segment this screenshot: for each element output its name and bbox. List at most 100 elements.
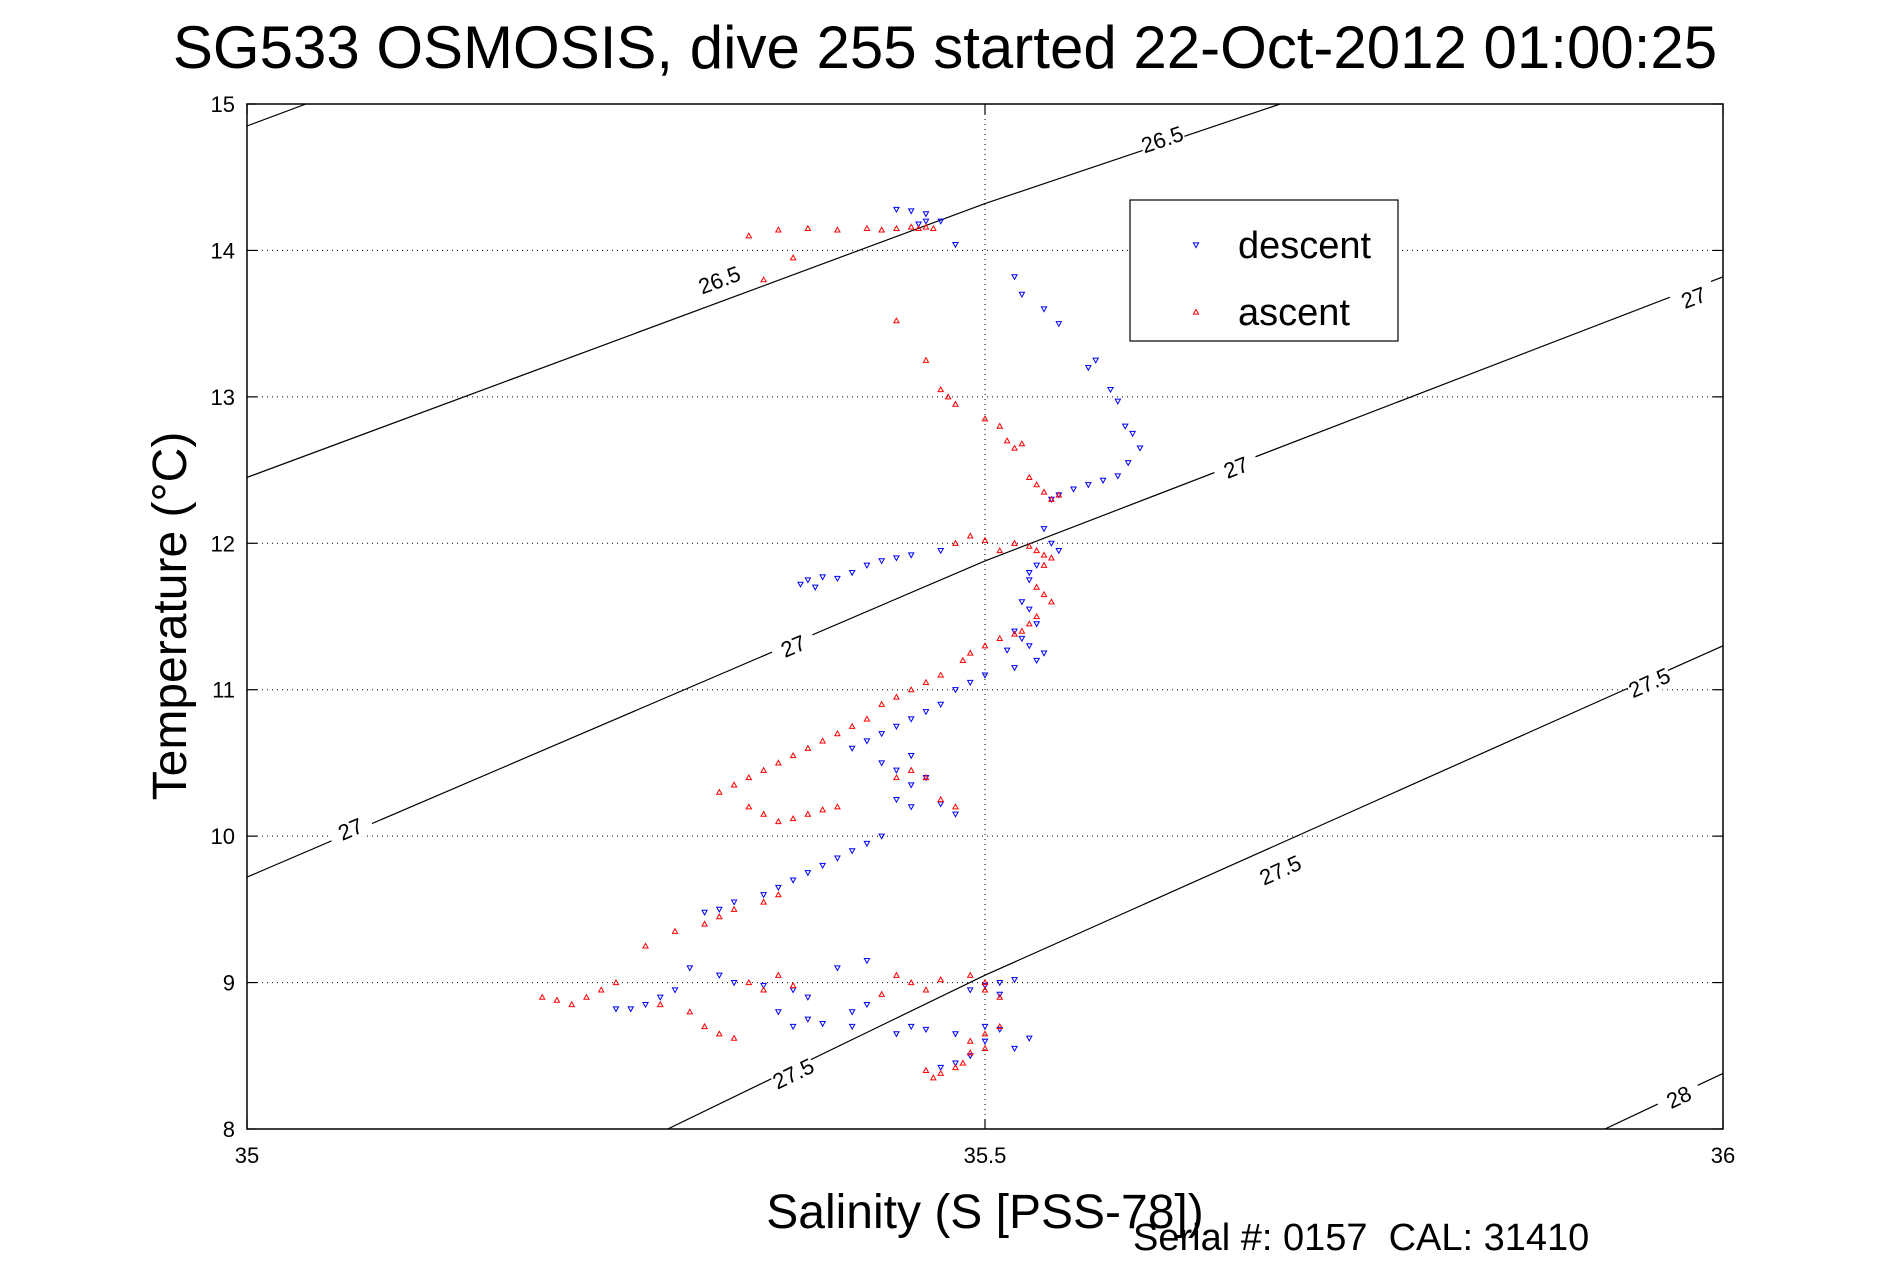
descent-point xyxy=(1018,291,1026,298)
descent-point xyxy=(804,994,812,1001)
contour-label-bg xyxy=(1668,278,1719,317)
legend-label-descent: descent xyxy=(1238,225,1372,267)
ascent-point xyxy=(966,532,974,539)
descent-point xyxy=(863,840,871,848)
descent-point xyxy=(892,767,900,774)
ascent-point xyxy=(966,649,974,656)
descent-point xyxy=(878,833,886,840)
descent-point xyxy=(774,884,782,892)
ascent-point xyxy=(966,1037,974,1044)
descent-point xyxy=(1011,665,1018,672)
ascent-point xyxy=(907,978,915,986)
ascent-point xyxy=(1047,554,1055,561)
legend: descent ascent xyxy=(1129,199,1399,342)
x-tick-label: 36 xyxy=(1711,1143,1735,1168)
descent-point xyxy=(981,982,989,990)
descent-point xyxy=(1070,486,1078,493)
ascent-point xyxy=(922,223,930,230)
descent-point xyxy=(848,848,856,855)
descent-point xyxy=(1018,599,1026,606)
ascent-point xyxy=(981,978,989,986)
descent-point xyxy=(804,577,812,584)
descent-point xyxy=(1114,473,1122,480)
data-points xyxy=(538,206,1144,1081)
descent-point xyxy=(833,855,841,862)
descent-point xyxy=(1055,321,1063,328)
descent-point xyxy=(1136,445,1144,452)
descent-point xyxy=(937,701,945,708)
descent-point xyxy=(715,972,723,979)
ascent-point xyxy=(730,905,738,912)
descent-point xyxy=(1003,647,1011,654)
ascent-point xyxy=(760,766,768,773)
descent-point xyxy=(715,906,723,913)
ascent-point xyxy=(1025,473,1033,480)
descent-point xyxy=(819,1020,827,1028)
ascent-point xyxy=(656,1000,664,1008)
ascent-point xyxy=(1018,440,1026,447)
ascent-point xyxy=(804,810,812,817)
serial-cal-footer: Serial #: 0157 CAL: 31410 xyxy=(1133,1217,1589,1259)
y-tick-label: 11 xyxy=(212,678,235,703)
y-tick-label: 8 xyxy=(223,1117,235,1142)
contour-label-bg xyxy=(768,1052,819,1094)
ascent-point xyxy=(907,686,915,693)
ascent-point xyxy=(937,976,945,983)
ascent-point xyxy=(981,1044,989,1052)
ascent-point xyxy=(1047,495,1055,502)
ascent-point xyxy=(892,773,900,781)
ascent-point xyxy=(892,317,900,324)
legend-label-ascent: ascent xyxy=(1238,292,1350,334)
descent-point xyxy=(848,569,856,577)
ascent-point xyxy=(907,223,915,230)
descent-point xyxy=(1040,650,1048,657)
descent-point xyxy=(1033,621,1041,628)
descent-point xyxy=(863,1001,871,1009)
ascent-point xyxy=(774,891,782,898)
contour-label-bg xyxy=(768,626,819,666)
ascent-point xyxy=(878,226,886,233)
grid-lines xyxy=(247,104,1723,1129)
ascent-point xyxy=(804,224,812,232)
descent-point xyxy=(789,1023,797,1031)
ascent-point xyxy=(701,920,709,927)
legend-box xyxy=(1129,199,1399,342)
ascent-point xyxy=(819,737,827,744)
ascent-point xyxy=(907,766,915,773)
y-tick-label: 10 xyxy=(211,824,235,849)
ascent-point xyxy=(774,817,782,825)
ascent-point xyxy=(863,224,871,232)
ascent-point xyxy=(774,226,782,233)
ascent-point xyxy=(996,634,1004,642)
ascent-point xyxy=(819,806,827,813)
descent-point xyxy=(848,1023,856,1031)
descent-point xyxy=(1025,569,1033,577)
ascent-point xyxy=(952,400,959,407)
descent-point xyxy=(730,979,738,987)
descent-point xyxy=(1025,1035,1033,1042)
ascent-point xyxy=(1011,444,1018,451)
ascent-point xyxy=(922,356,930,363)
descent-point xyxy=(981,1038,989,1045)
ascent-point xyxy=(1025,620,1033,627)
ascent-point xyxy=(996,422,1004,429)
descent-point xyxy=(833,965,841,972)
descent-point xyxy=(966,1053,974,1060)
x-tick-label: 35 xyxy=(235,1143,259,1168)
ascent-point xyxy=(848,722,856,729)
ascent-point xyxy=(789,254,797,261)
descent-point xyxy=(819,862,827,870)
y-tick-label: 15 xyxy=(211,92,235,117)
descent-point xyxy=(789,877,797,884)
descent-point xyxy=(966,679,974,687)
descent-point xyxy=(1099,477,1107,484)
ascent-point xyxy=(922,986,930,993)
ascent-point xyxy=(996,1022,1004,1030)
ascent-point xyxy=(1040,551,1048,558)
ascent-point xyxy=(981,1030,989,1037)
ascent-point xyxy=(745,773,753,781)
ascent-point xyxy=(760,986,768,993)
y-tick-label: 12 xyxy=(211,531,235,556)
ascent-point xyxy=(686,1008,694,1015)
descent-point xyxy=(1011,274,1018,281)
